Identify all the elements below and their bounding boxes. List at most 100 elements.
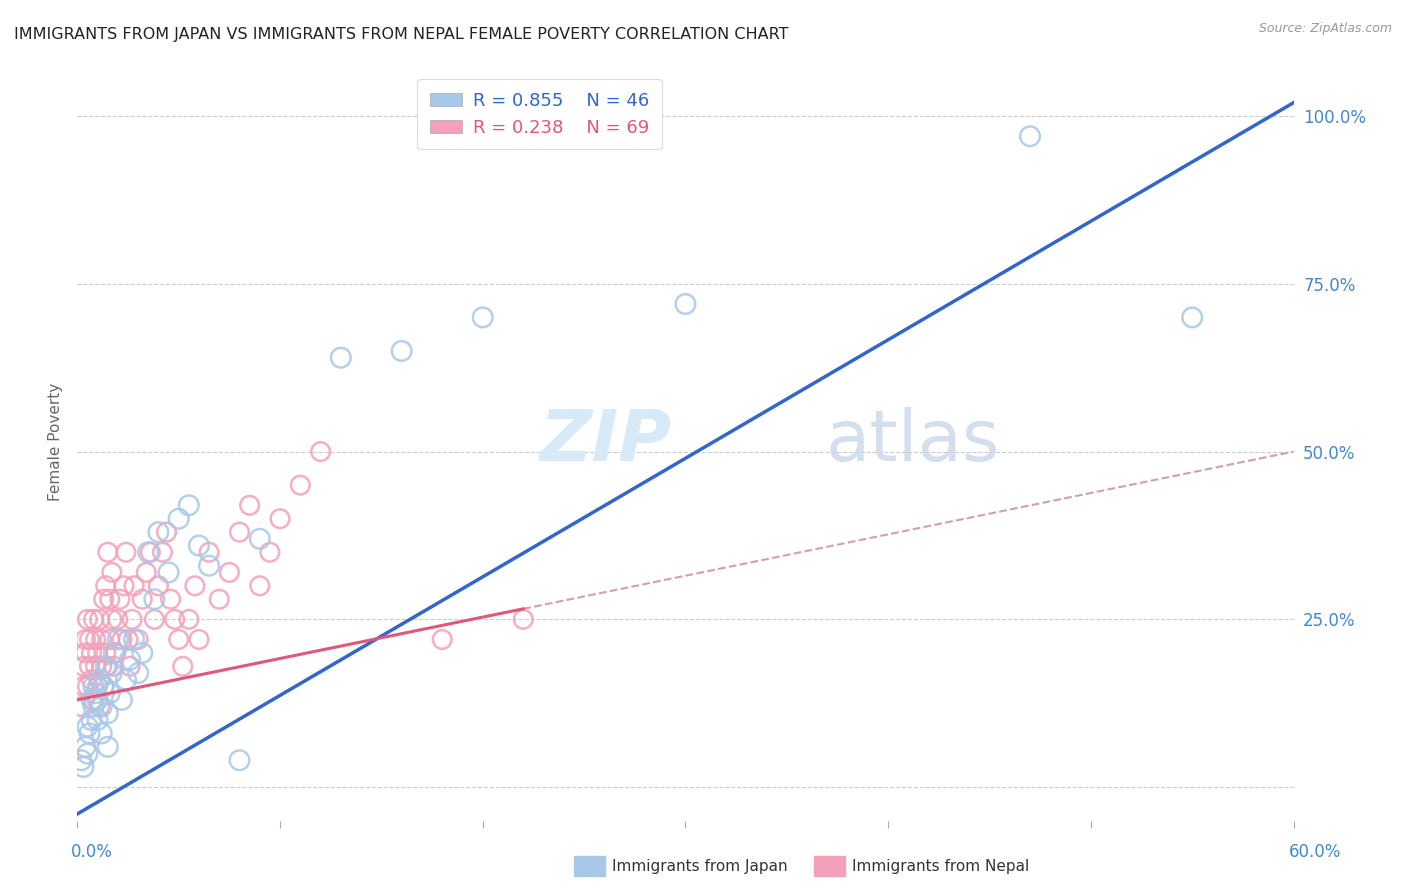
Point [101, 666, 124, 681]
Point [290, 478, 312, 492]
Point [172, 659, 194, 673]
Point [329, 351, 352, 365]
Point [94, 659, 117, 673]
Point [259, 545, 281, 559]
Point [89, 673, 111, 687]
Point [80, 673, 103, 687]
Point [76, 747, 98, 761]
Point [228, 525, 250, 540]
Legend: R = 0.855    N = 46, R = 0.238    N = 69: R = 0.855 N = 46, R = 0.238 N = 69 [418, 79, 662, 149]
Point [84, 632, 107, 647]
Point [118, 652, 141, 666]
Point [86, 646, 108, 660]
Point [80, 646, 103, 660]
Point [122, 632, 145, 647]
Point [76, 720, 98, 734]
Text: atlas: atlas [825, 407, 1000, 476]
Point [309, 444, 332, 458]
Point [218, 566, 240, 580]
Text: Immigrants from Nepal: Immigrants from Nepal [852, 859, 1029, 873]
Point [159, 592, 181, 607]
Point [122, 579, 145, 593]
Point [101, 566, 124, 580]
Point [79, 659, 101, 673]
Point [239, 498, 262, 512]
Point [94, 646, 117, 660]
Point [675, 297, 697, 311]
Point [72, 659, 94, 673]
Point [143, 612, 166, 626]
Point [131, 646, 153, 660]
Point [90, 699, 112, 714]
Point [86, 693, 108, 707]
Point [75, 646, 97, 660]
Point [148, 579, 170, 593]
Point [84, 686, 107, 700]
Point [86, 680, 108, 694]
Point [103, 646, 125, 660]
Point [97, 706, 120, 721]
Point [107, 612, 129, 626]
Point [155, 525, 177, 540]
Point [228, 753, 250, 767]
Point [127, 632, 149, 647]
Point [121, 612, 143, 626]
Point [188, 632, 211, 647]
Point [80, 713, 103, 727]
Point [111, 632, 134, 647]
Text: 0.0%: 0.0% [70, 843, 112, 861]
Point [135, 566, 157, 580]
Point [143, 592, 166, 607]
Point [148, 525, 170, 540]
Point [115, 673, 138, 687]
Point [188, 539, 211, 553]
Point [167, 512, 190, 526]
Point [108, 592, 131, 607]
Point [167, 632, 190, 647]
Point [107, 632, 129, 647]
Point [90, 726, 112, 740]
Point [72, 760, 94, 774]
Point [391, 343, 413, 358]
Point [184, 579, 207, 593]
Text: IMMIGRANTS FROM JAPAN VS IMMIGRANTS FROM NEPAL FEMALE POVERTY CORRELATION CHART: IMMIGRANTS FROM JAPAN VS IMMIGRANTS FROM… [14, 27, 789, 42]
Point [117, 632, 139, 647]
Point [94, 579, 117, 593]
Point [83, 699, 105, 714]
Point [269, 512, 291, 526]
Point [1019, 129, 1042, 144]
Point [93, 680, 115, 694]
Point [97, 545, 120, 559]
Point [75, 632, 97, 647]
Point [98, 686, 121, 700]
Point [152, 545, 174, 559]
Point [139, 545, 162, 559]
Point [86, 713, 108, 727]
Point [93, 592, 115, 607]
Point [83, 680, 105, 694]
Point [80, 693, 103, 707]
Point [98, 632, 121, 647]
Point [90, 659, 112, 673]
Y-axis label: Female Poverty: Female Poverty [48, 383, 63, 500]
Point [131, 592, 153, 607]
Point [157, 566, 180, 580]
Point [70, 699, 93, 714]
Point [83, 612, 105, 626]
Point [101, 612, 124, 626]
Point [198, 558, 221, 573]
Text: Source: ZipAtlas.com: Source: ZipAtlas.com [1258, 22, 1392, 36]
Point [471, 310, 494, 325]
Point [136, 545, 159, 559]
Point [89, 612, 111, 626]
Point [72, 680, 94, 694]
Point [90, 632, 112, 647]
Point [97, 739, 120, 754]
Text: 60.0%: 60.0% [1288, 843, 1341, 861]
Point [115, 545, 138, 559]
Point [83, 693, 105, 707]
Point [97, 659, 120, 673]
Point [249, 532, 271, 546]
Point [249, 579, 271, 593]
Point [76, 680, 98, 694]
